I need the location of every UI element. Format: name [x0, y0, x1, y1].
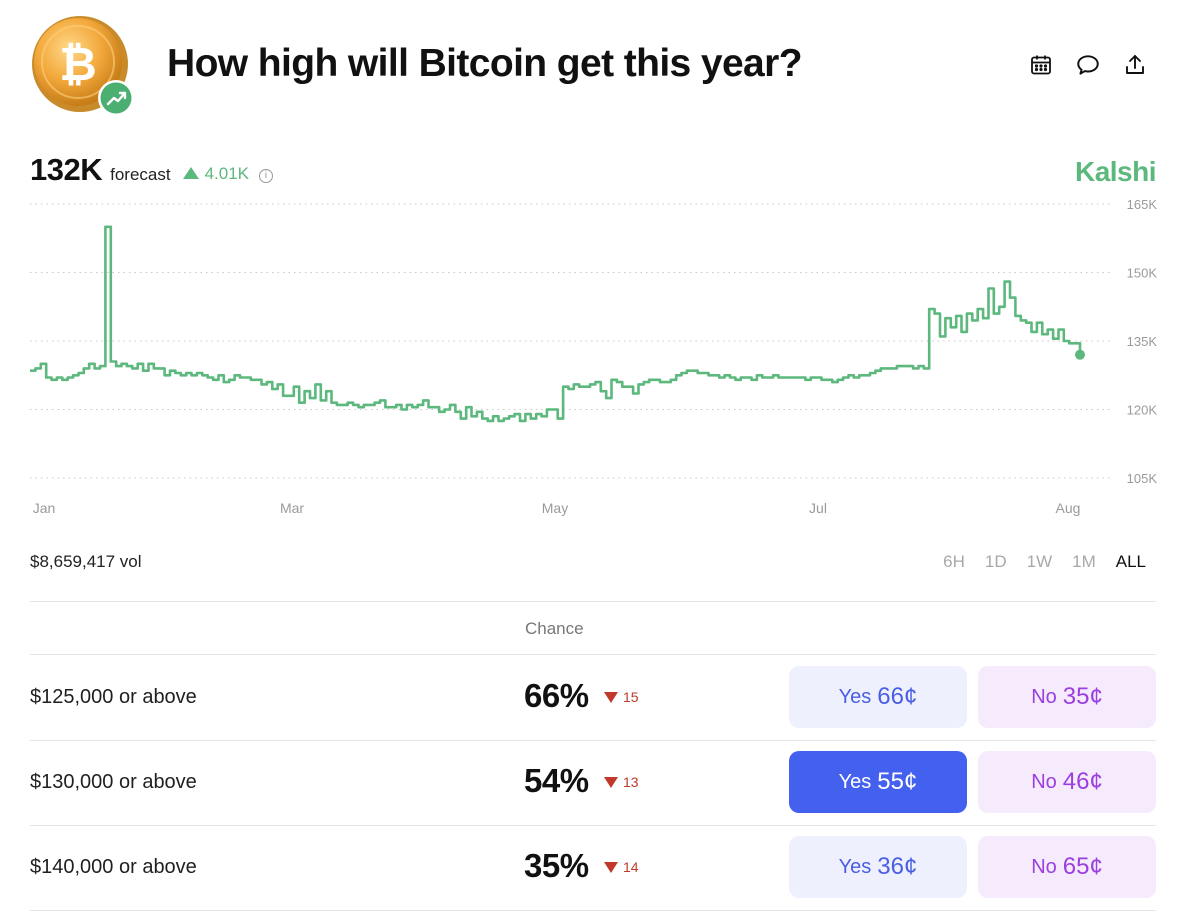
yes-price: 66¢ [877, 683, 918, 710]
chance-value: 54% [524, 762, 589, 799]
share-icon[interactable] [1120, 50, 1150, 80]
no-label: No [1031, 855, 1057, 878]
bitcoin-coin-icon: ₿ [32, 16, 134, 116]
arrow-down-icon [604, 691, 618, 703]
calendar-icon[interactable] [1026, 50, 1056, 80]
yes-price: 55¢ [877, 768, 918, 795]
no-button[interactable]: No 35¢ [978, 666, 1156, 728]
time-range-selector: 6H 1D 1W 1M ALL [943, 552, 1146, 572]
outcome-label: $130,000 or above [30, 771, 197, 793]
x-tick-label: Jul [809, 500, 827, 516]
page-title: How high will Bitcoin get this year? [167, 42, 803, 85]
no-price: 35¢ [1062, 683, 1103, 710]
latest-point-marker [1075, 349, 1085, 360]
range-all[interactable]: ALL [1115, 552, 1146, 571]
yes-button[interactable]: Yes 55¢ [789, 751, 967, 813]
x-tick-label: Mar [280, 500, 304, 516]
no-button[interactable]: No 65¢ [978, 836, 1156, 898]
x-tick-label: May [542, 500, 568, 516]
yes-label: Yes [838, 770, 872, 793]
chance-value: 66% [524, 677, 589, 714]
arrow-down-icon [604, 861, 618, 873]
no-label: No [1031, 770, 1057, 793]
chance-delta-value: 14 [623, 859, 639, 875]
divider [30, 654, 1156, 655]
range-1w[interactable]: 1W [1026, 552, 1053, 571]
x-tick-label: Jan [33, 500, 56, 516]
forecast-change: 4.01K [182, 164, 250, 184]
divider [30, 601, 1156, 602]
range-1d[interactable]: 1D [984, 552, 1007, 571]
chance-column-header: Chance [525, 619, 584, 638]
forecast-summary: 132K forecast 4.01K i [30, 152, 274, 188]
yes-button[interactable]: Yes 66¢ [789, 666, 967, 728]
table-row: $130,000 or above 54% 13 Yes 55¢ No 46¢ [0, 740, 1200, 825]
table-row: $125,000 or above 66% 15 Yes 66¢ No 35¢ [0, 655, 1200, 740]
chance-delta: 13 [604, 774, 639, 790]
chance-delta: 15 [604, 689, 639, 705]
chance-delta-value: 15 [623, 689, 639, 705]
yes-button[interactable]: Yes 36¢ [789, 836, 967, 898]
market-header: ₿ How high will Bitcoin get this year? [0, 0, 1200, 140]
yes-label: Yes [838, 685, 872, 708]
yes-label: Yes [838, 855, 872, 878]
chance-delta-value: 13 [623, 774, 639, 790]
range-1m[interactable]: 1M [1072, 552, 1096, 571]
arrow-down-icon [604, 776, 618, 788]
svg-text:₿: ₿ [59, 37, 97, 91]
forecast-series-line [30, 225, 1082, 423]
divider [30, 910, 1156, 911]
no-button[interactable]: No 46¢ [978, 751, 1156, 813]
table-row: $140,000 or above 35% 14 Yes 36¢ No 65¢ [0, 825, 1200, 910]
forecast-value: 132K [30, 152, 103, 187]
y-tick-label: 105K [1127, 471, 1158, 486]
chance-value: 35% [524, 847, 589, 884]
arrow-up-icon [182, 167, 199, 179]
y-tick-label: 120K [1127, 403, 1158, 418]
brand-logo: Kalshi [1074, 156, 1157, 187]
info-icon[interactable]: i [259, 168, 274, 183]
y-tick-label: 165K [1127, 197, 1158, 212]
divider [30, 740, 1156, 741]
chance-delta: 14 [604, 859, 639, 875]
forecast-change-value: 4.01K [204, 164, 250, 183]
range-6h[interactable]: 6H [943, 552, 965, 571]
price-chart[interactable]: 165K 150K 135K 120K 105K Jan Mar May Jul Aug [0, 190, 1200, 530]
outcome-label: $125,000 or above [30, 686, 197, 708]
y-tick-label: 135K [1127, 334, 1158, 349]
y-tick-label: 150K [1127, 266, 1158, 281]
no-price: 65¢ [1062, 853, 1103, 880]
divider [30, 825, 1156, 826]
no-price: 46¢ [1062, 768, 1103, 795]
forecast-label: forecast [110, 165, 171, 184]
comment-icon[interactable] [1073, 50, 1103, 80]
yes-price: 36¢ [877, 853, 918, 880]
no-label: No [1031, 685, 1057, 708]
volume-label: $8,659,417 vol [30, 552, 142, 571]
x-tick-label: Aug [1056, 500, 1081, 516]
outcome-label: $140,000 or above [30, 856, 197, 878]
